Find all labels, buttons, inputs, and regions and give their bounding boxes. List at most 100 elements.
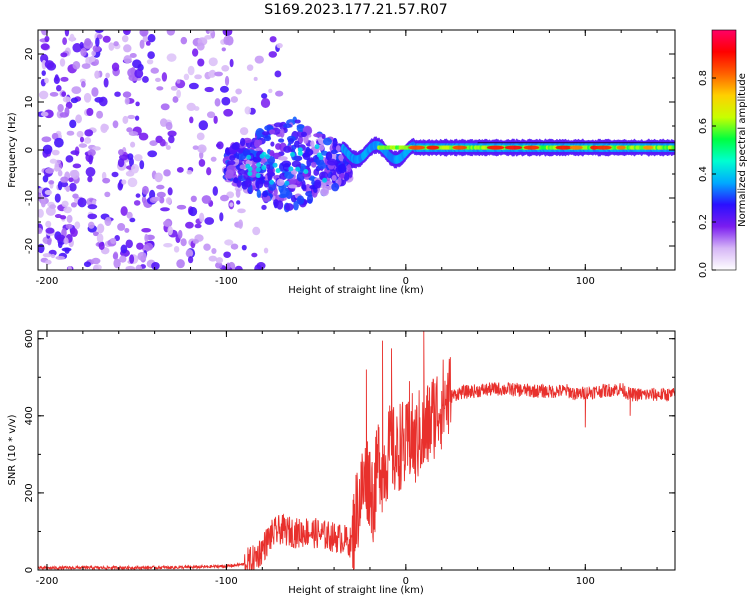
- noise-blob: [126, 127, 133, 133]
- patch-blob: [277, 156, 288, 161]
- noise-blob: [211, 248, 217, 255]
- noise-blob: [86, 107, 94, 116]
- noise-blob: [119, 255, 127, 263]
- noise-blob: [62, 37, 68, 45]
- noise-blob: [120, 244, 128, 254]
- noise-blob: [85, 167, 96, 177]
- noise-blob: [151, 262, 160, 270]
- noise-blob: [54, 137, 64, 148]
- noise-blob: [235, 188, 241, 198]
- noise-blob: [223, 108, 234, 117]
- signal-peak: [523, 145, 540, 150]
- noise-blob: [125, 170, 135, 177]
- noise-blob: [215, 262, 223, 269]
- y-tick-label: -10: [24, 190, 35, 206]
- noise-blob: [197, 144, 207, 154]
- noise-blob: [74, 221, 81, 230]
- noise-blob: [44, 35, 50, 43]
- patch-blob: [283, 145, 292, 153]
- noise-blob: [38, 208, 44, 218]
- noise-blob: [166, 53, 177, 62]
- noise-blob: [155, 77, 161, 82]
- noise-blob: [213, 115, 218, 124]
- y-tick-label: 400: [24, 406, 35, 425]
- noise-blob: [91, 257, 101, 265]
- noise-blob: [196, 42, 205, 51]
- noise-blob: [40, 53, 49, 64]
- noise-blob: [253, 76, 258, 82]
- noise-blob: [50, 254, 56, 259]
- noise-blob: [135, 193, 141, 198]
- noise-blob: [199, 212, 205, 223]
- patch-blob: [330, 149, 338, 155]
- noise-blob: [105, 72, 110, 79]
- noise-blob: [70, 97, 79, 104]
- noise-blob: [49, 158, 57, 164]
- patch-core-blob: [297, 147, 303, 153]
- noise-blob: [230, 243, 239, 250]
- noise-blob: [100, 123, 108, 134]
- noise-blob: [42, 253, 52, 258]
- noise-blob: [138, 132, 149, 141]
- noise-blob: [254, 264, 262, 270]
- noise-blob: [260, 98, 271, 108]
- noise-blob: [176, 89, 181, 99]
- noise-blob: [132, 59, 142, 69]
- patch-blob: [283, 123, 293, 129]
- noise-blob: [229, 202, 234, 207]
- noise-blob: [251, 252, 258, 258]
- noise-blob: [102, 35, 111, 43]
- noise-blob: [63, 206, 72, 214]
- patch-core-blob: [256, 162, 262, 168]
- noise-blob: [224, 75, 230, 86]
- noise-blob: [118, 149, 124, 156]
- noise-blob: [225, 262, 231, 270]
- noise-blob: [156, 191, 166, 198]
- noise-blob: [127, 177, 138, 188]
- noise-blob: [196, 132, 205, 141]
- noise-blob: [133, 200, 141, 206]
- noise-blob: [129, 53, 137, 58]
- patch-blob: [320, 187, 329, 197]
- noise-blob: [92, 45, 101, 53]
- patch-core-blob: [272, 162, 278, 168]
- noise-blob: [134, 154, 143, 162]
- noise-blob: [123, 44, 132, 53]
- noise-blob: [70, 202, 77, 208]
- patch-blob: [298, 136, 304, 144]
- noise-blob: [69, 169, 77, 178]
- noise-blob: [41, 70, 46, 76]
- noise-blob: [98, 241, 105, 250]
- noise-blob: [121, 34, 129, 43]
- patch-core-blob: [269, 179, 275, 185]
- noise-blob: [51, 149, 60, 156]
- noise-blob: [113, 41, 119, 47]
- noise-blob: [186, 102, 196, 112]
- noise-blob: [208, 70, 216, 78]
- noise-blob: [198, 120, 209, 131]
- patch-blob: [275, 143, 282, 150]
- colorbar-tick-label: 0.8: [698, 70, 709, 86]
- patch-core-blob: [247, 171, 253, 177]
- noise-blob: [54, 193, 61, 203]
- noise-blob: [142, 185, 149, 195]
- noise-blob: [60, 52, 68, 58]
- noise-blob: [142, 75, 149, 83]
- noise-blob: [221, 47, 226, 52]
- noise-blob: [187, 256, 194, 264]
- noise-blob: [221, 64, 230, 72]
- patch-blob: [310, 175, 315, 181]
- noise-blob: [219, 85, 229, 93]
- noise-blob: [113, 258, 121, 269]
- noise-blob: [185, 249, 194, 258]
- noise-blob: [40, 197, 46, 208]
- noise-blob: [62, 96, 71, 103]
- noise-blob: [135, 264, 143, 270]
- patch-blob: [240, 137, 246, 147]
- noise-blob: [38, 243, 45, 254]
- patch-blob: [255, 180, 264, 189]
- noise-blob: [166, 30, 175, 36]
- noise-blob: [93, 264, 102, 270]
- noise-blob: [41, 30, 49, 36]
